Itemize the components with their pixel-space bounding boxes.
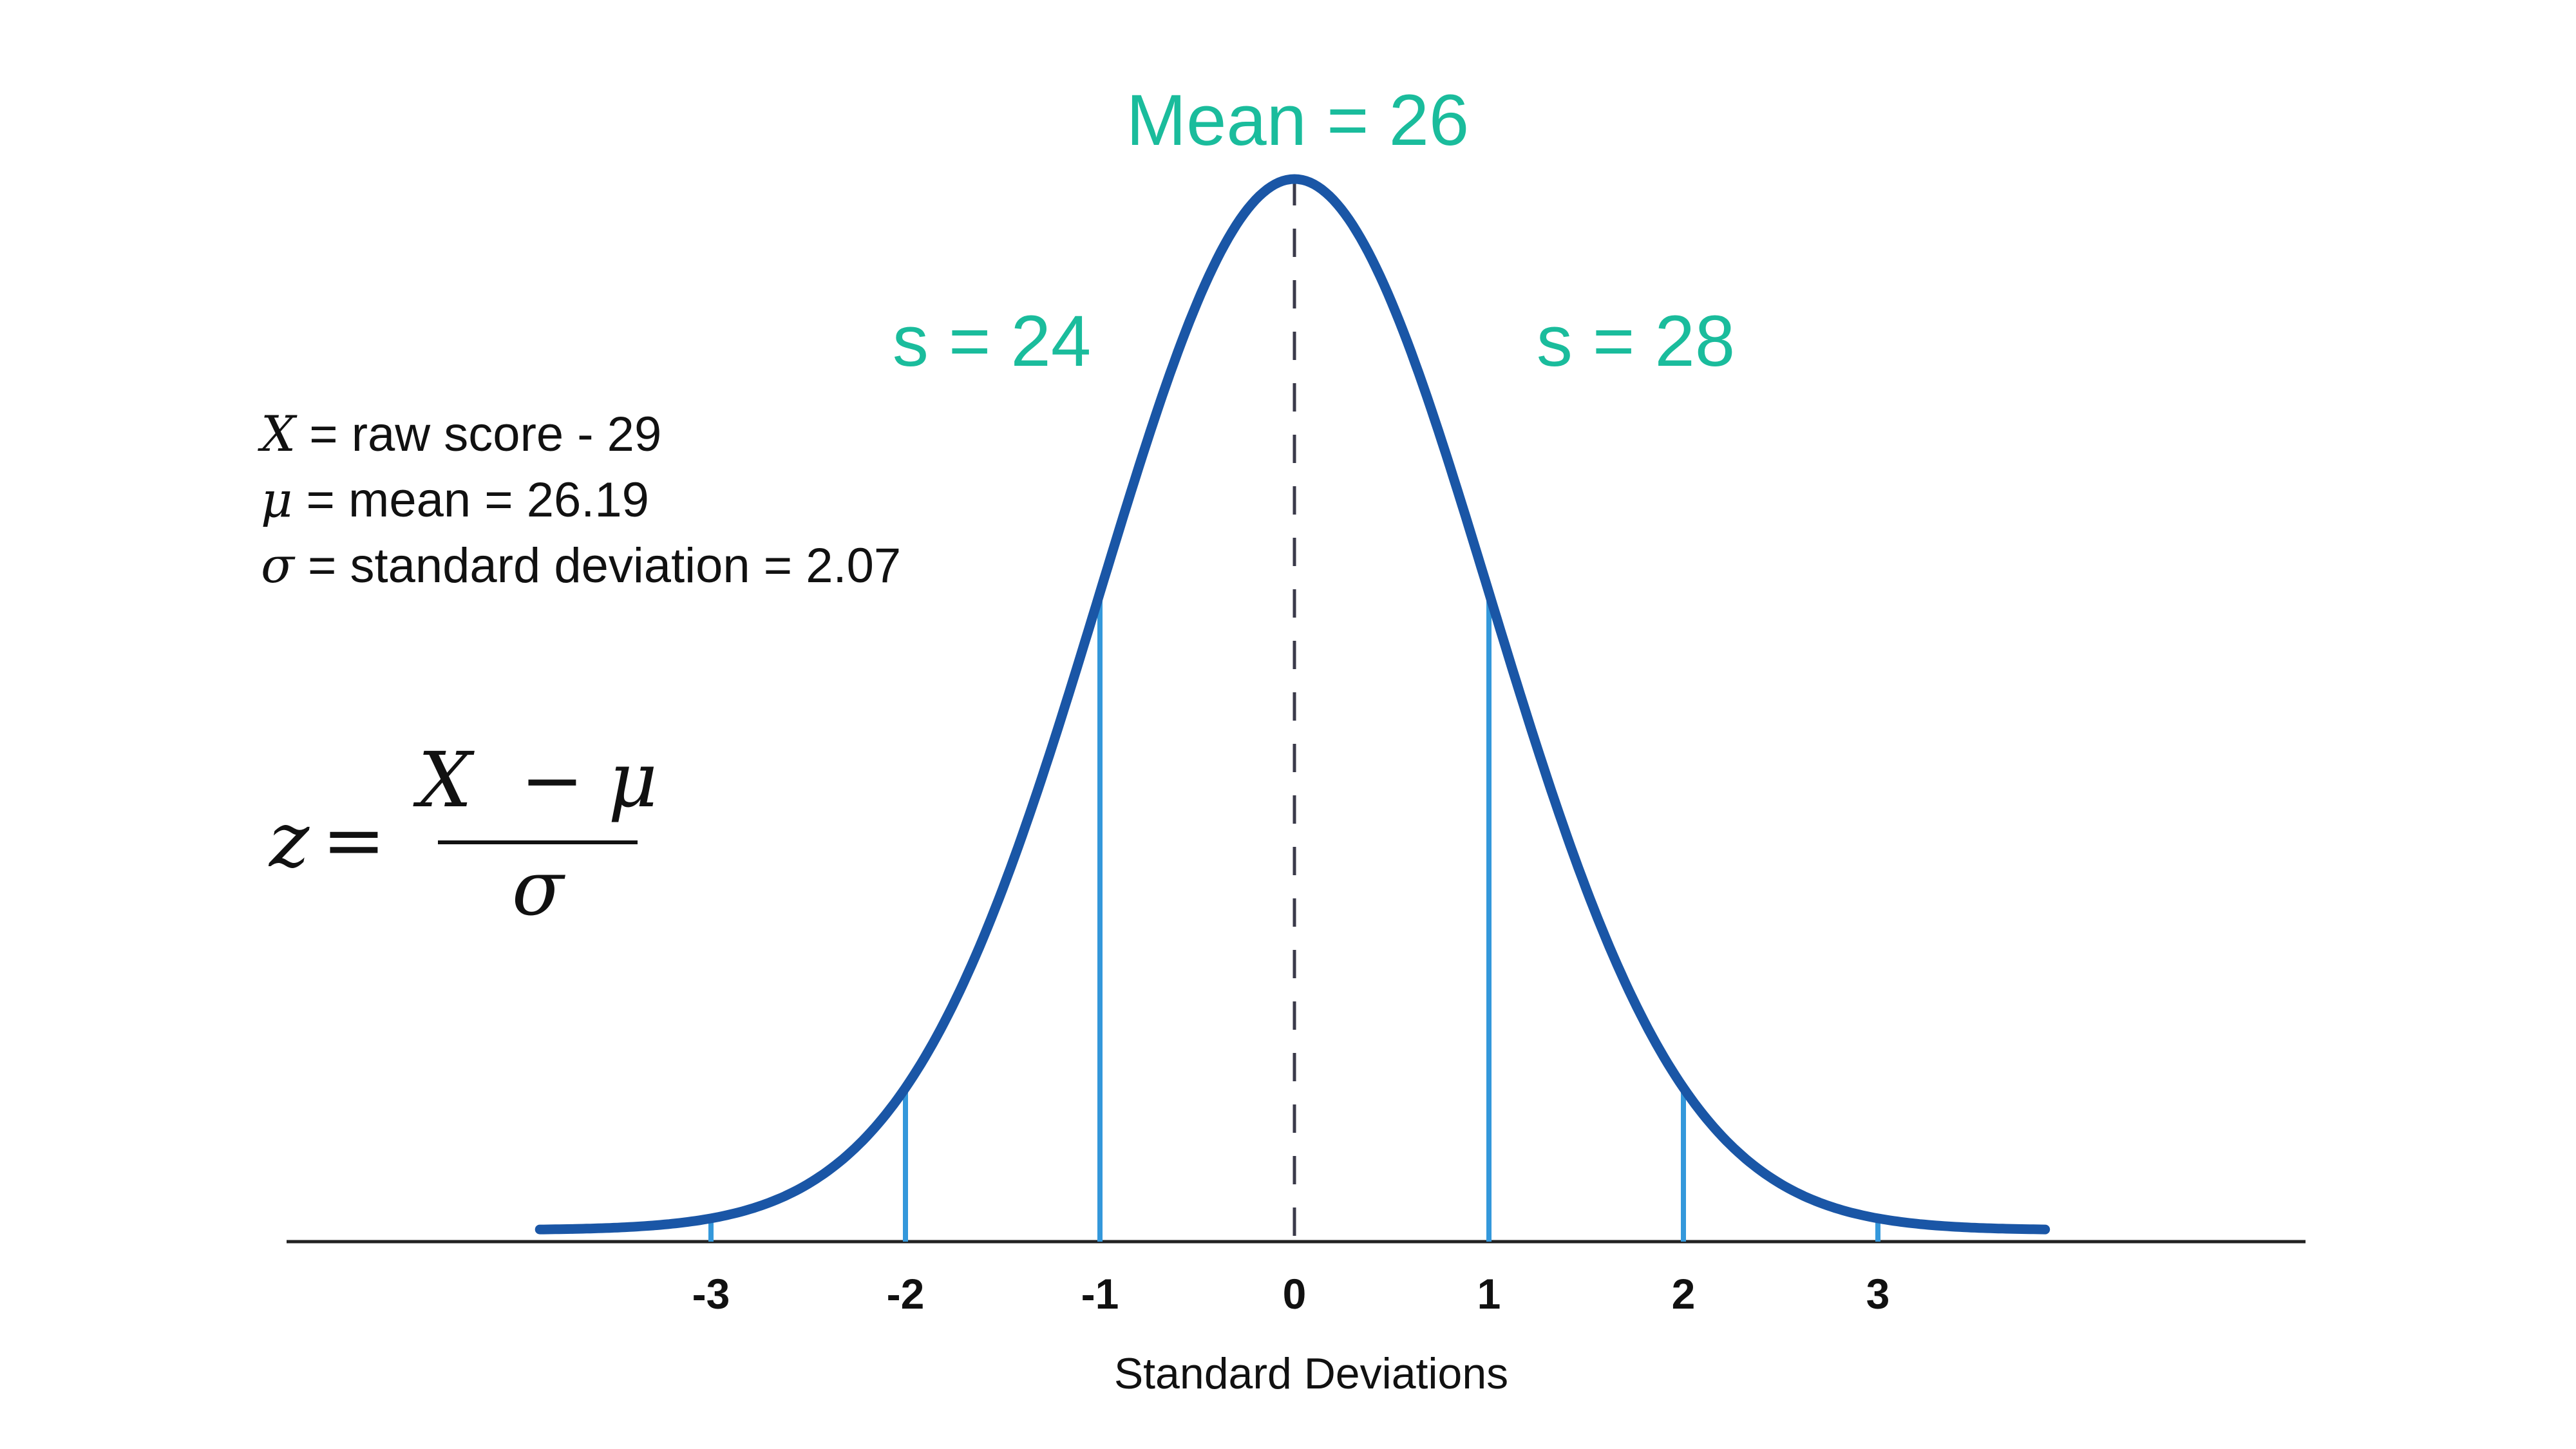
x-tick-label: -1 xyxy=(1081,1270,1119,1318)
formula-equals: = xyxy=(322,795,386,884)
legend-mean-text: = mean = 26.19 xyxy=(292,473,649,527)
mu-symbol: μ xyxy=(261,471,292,528)
x-tick-label: -2 xyxy=(887,1270,925,1318)
legend-std-dev: σ = standard deviation = 2.07 xyxy=(261,536,901,594)
x-tick-label: 2 xyxy=(1672,1270,1696,1318)
formula-lhs: z xyxy=(268,795,310,884)
legend-std-dev-text: = standard deviation = 2.07 xyxy=(294,538,901,593)
sigma-symbol: σ xyxy=(261,536,296,594)
mean-annotation: Mean = 26 xyxy=(1126,80,1469,160)
legend-raw-score-text: = raw score - 29 xyxy=(296,407,661,462)
formula-denominator: σ xyxy=(512,844,566,933)
sd-marker-lines xyxy=(708,592,1880,1242)
x-tick-label: 1 xyxy=(1477,1270,1501,1318)
x-tick-label: 0 xyxy=(1283,1270,1307,1318)
legend-mean: μ = mean = 26.19 xyxy=(261,471,649,528)
bell-curve xyxy=(535,174,2050,1235)
legend-block: X = raw score - 29 μ = mean = 26.19 σ = … xyxy=(258,405,901,594)
x-symbol: X xyxy=(258,405,298,462)
right-sd-annotation: s = 28 xyxy=(1537,301,1735,381)
x-tick-label: -3 xyxy=(692,1270,730,1318)
x-tick-labels: -3 -2 -1 0 1 2 3 xyxy=(692,1270,1890,1318)
left-sd-annotation: s = 24 xyxy=(893,301,1091,381)
z-score-formula: z = X − μ σ xyxy=(268,735,658,933)
formula-numerator: X − μ xyxy=(413,735,658,824)
x-axis-label: Standard Deviations xyxy=(1114,1349,1508,1398)
legend-raw-score: X = raw score - 29 xyxy=(258,405,661,462)
x-tick-label: 3 xyxy=(1866,1270,1890,1318)
